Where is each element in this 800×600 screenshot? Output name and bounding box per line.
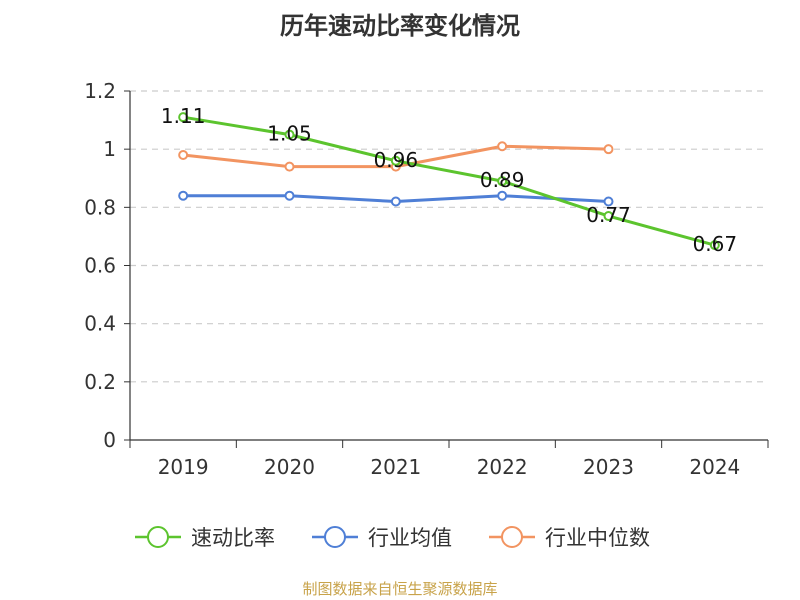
legend-label: 速动比率 bbox=[191, 526, 275, 550]
data-point bbox=[497, 190, 508, 201]
data-point bbox=[497, 141, 508, 152]
y-tick-label: 0 bbox=[103, 428, 116, 452]
data-point bbox=[284, 190, 295, 201]
data-labels: 1.11 1.05 0.96 0.89 0.77 0.67 bbox=[161, 104, 737, 256]
chart-title: 历年速动比率变化情况 bbox=[280, 12, 520, 40]
data-label: 0.67 bbox=[693, 232, 738, 256]
data-point bbox=[603, 211, 614, 222]
data-point bbox=[178, 149, 189, 160]
data-point bbox=[178, 112, 189, 123]
x-axis: 2019 2020 2021 2022 2023 2024 bbox=[129, 439, 769, 479]
data-point bbox=[603, 144, 614, 155]
legend-item: 速动比率 bbox=[135, 526, 275, 550]
x-tick-label: 2019 bbox=[158, 455, 209, 479]
data-point bbox=[390, 196, 401, 207]
data-point bbox=[497, 176, 508, 187]
y-axis: 0 0.2 0.4 0.6 0.8 1 1.2 bbox=[84, 79, 131, 452]
y-tick-label: 0.4 bbox=[84, 312, 116, 336]
data-label: 0.77 bbox=[586, 203, 631, 227]
legend-item: 行业均值 bbox=[312, 526, 452, 550]
data-point bbox=[284, 129, 295, 140]
source-note: 制图数据来自恒生聚源数据库 bbox=[302, 580, 498, 598]
legend-label: 行业均值 bbox=[368, 526, 452, 550]
legend-marker bbox=[147, 526, 169, 548]
data-point bbox=[603, 196, 614, 207]
legend-marker bbox=[501, 526, 523, 548]
y-tick-label: 0.8 bbox=[84, 195, 116, 219]
legend-item: 行业中位数 bbox=[489, 526, 650, 550]
data-point bbox=[178, 190, 189, 201]
y-tick-label: 0.2 bbox=[84, 370, 116, 394]
legend-marker bbox=[324, 526, 346, 548]
series-line bbox=[182, 115, 716, 247]
x-tick-label: 2022 bbox=[477, 455, 528, 479]
data-label: 0.89 bbox=[480, 168, 525, 192]
x-tick-label: 2020 bbox=[264, 455, 315, 479]
y-tick-label: 0.6 bbox=[84, 254, 116, 278]
data-label: 1.05 bbox=[267, 122, 312, 146]
y-tick-label: 1.2 bbox=[84, 79, 116, 103]
data-point bbox=[709, 240, 720, 251]
grid-lines bbox=[130, 90, 768, 383]
data-label: 0.96 bbox=[374, 148, 419, 172]
y-tick-label: 1 bbox=[103, 137, 116, 161]
data-point bbox=[284, 161, 295, 172]
data-point bbox=[390, 155, 401, 166]
legend: 速动比率 行业均值 行业中位数 bbox=[135, 526, 650, 550]
x-tick-label: 2021 bbox=[370, 455, 421, 479]
x-tick-label: 2024 bbox=[689, 455, 740, 479]
data-label: 1.11 bbox=[161, 104, 206, 128]
x-tick-label: 2023 bbox=[583, 455, 634, 479]
legend-label: 行业中位数 bbox=[545, 526, 650, 550]
series-lines bbox=[178, 112, 720, 251]
